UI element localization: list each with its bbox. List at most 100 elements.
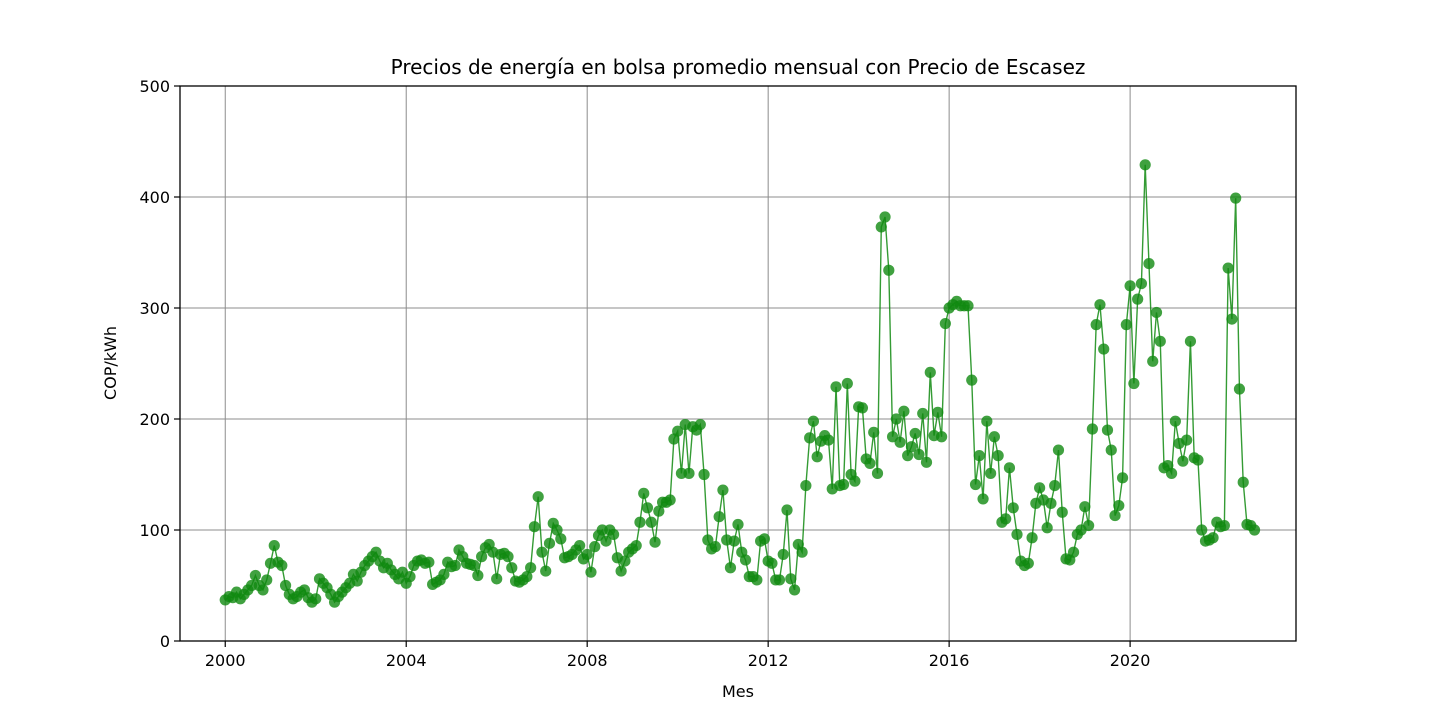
data-point (1184, 335, 1197, 347)
data-point (856, 402, 869, 414)
data-point (1192, 454, 1204, 466)
data-point (1196, 524, 1208, 536)
data-point (913, 448, 925, 461)
x-tick-label: 2020 (1110, 651, 1151, 670)
data-point (804, 432, 816, 444)
data-point (871, 467, 884, 479)
data-point (751, 574, 763, 586)
data-point (1056, 506, 1068, 518)
data-point (698, 468, 710, 481)
data-point (615, 565, 627, 577)
data-point (1011, 528, 1023, 541)
data-point (310, 593, 322, 605)
data-point (1034, 482, 1046, 494)
data-point (822, 434, 835, 446)
data-point (1098, 343, 1110, 355)
data-point (506, 562, 518, 574)
data-point (1169, 415, 1181, 427)
data-point (939, 317, 951, 330)
data-point (985, 467, 997, 479)
data-point (1120, 319, 1132, 331)
y-tick-label: 500 (139, 77, 170, 96)
data-point (894, 436, 906, 448)
data-point (543, 537, 556, 549)
data-point (1113, 499, 1125, 512)
y-tick-label: 100 (139, 521, 170, 540)
data-point (758, 533, 770, 545)
data-point (581, 548, 593, 561)
plot-frame (179, 85, 1297, 642)
y-tick-label: 400 (139, 188, 170, 207)
data-point (717, 484, 729, 496)
data-point (672, 425, 684, 437)
data-point (1052, 444, 1065, 456)
data-point (551, 524, 563, 536)
data-point (777, 548, 789, 561)
data-point (279, 579, 292, 592)
data-point (1124, 280, 1136, 292)
y-tick-label: 200 (139, 410, 170, 429)
data-point (868, 426, 880, 438)
data-point (630, 539, 642, 552)
data-point (766, 557, 778, 569)
data-point (1109, 509, 1121, 522)
data-point (449, 559, 461, 572)
data-point (905, 441, 918, 453)
data-point (732, 518, 744, 531)
data-point (969, 478, 982, 491)
data-point (536, 546, 548, 558)
data-point (1165, 467, 1178, 479)
data-point (1226, 313, 1238, 325)
data-point (1230, 192, 1242, 204)
data-point (1000, 513, 1012, 525)
data-point (1007, 502, 1019, 514)
data-point (1207, 532, 1219, 544)
data-point (525, 562, 537, 574)
data-point (1003, 462, 1016, 474)
data-point (1083, 519, 1095, 532)
data-point (249, 569, 262, 582)
data-point (268, 539, 280, 552)
data-point (1222, 262, 1234, 274)
data-point (532, 491, 544, 503)
data-point (1022, 557, 1034, 569)
data-point (962, 300, 974, 312)
data-point (491, 573, 503, 585)
data-point (917, 407, 929, 420)
data-point (1086, 423, 1099, 435)
data-point (600, 535, 612, 547)
data-point (992, 450, 1004, 462)
data-point (574, 539, 586, 552)
x-tick-label: 2012 (748, 651, 789, 670)
data-point (981, 415, 993, 427)
data-point (807, 415, 820, 427)
data-point (773, 574, 786, 586)
x-tick-label: 2016 (929, 651, 970, 670)
data-point (864, 457, 876, 469)
data-point (1041, 522, 1053, 534)
data-point (1237, 476, 1249, 488)
data-point (796, 546, 808, 558)
data-point (1101, 424, 1114, 436)
data-point (898, 405, 910, 417)
data-point (739, 554, 752, 566)
data-point (935, 431, 948, 443)
data-point (1079, 501, 1091, 513)
data-point (528, 521, 541, 533)
data-point (728, 535, 740, 547)
data-point (540, 565, 552, 577)
x-axis-ticks: 2000 2004 2008 2012 2016 2020 (205, 641, 1151, 670)
y-axis-label: COP/kWh (101, 326, 120, 400)
x-tick-label: 2004 (386, 651, 427, 670)
data-point (555, 533, 567, 545)
y-tick-label: 0 (160, 632, 170, 651)
data-point (909, 427, 921, 440)
data-point (811, 451, 823, 463)
data-point (472, 569, 484, 582)
series-group (219, 159, 1261, 608)
data-point (1128, 377, 1140, 390)
data-point (521, 571, 533, 583)
data-point (476, 551, 488, 563)
data-point (977, 493, 989, 505)
